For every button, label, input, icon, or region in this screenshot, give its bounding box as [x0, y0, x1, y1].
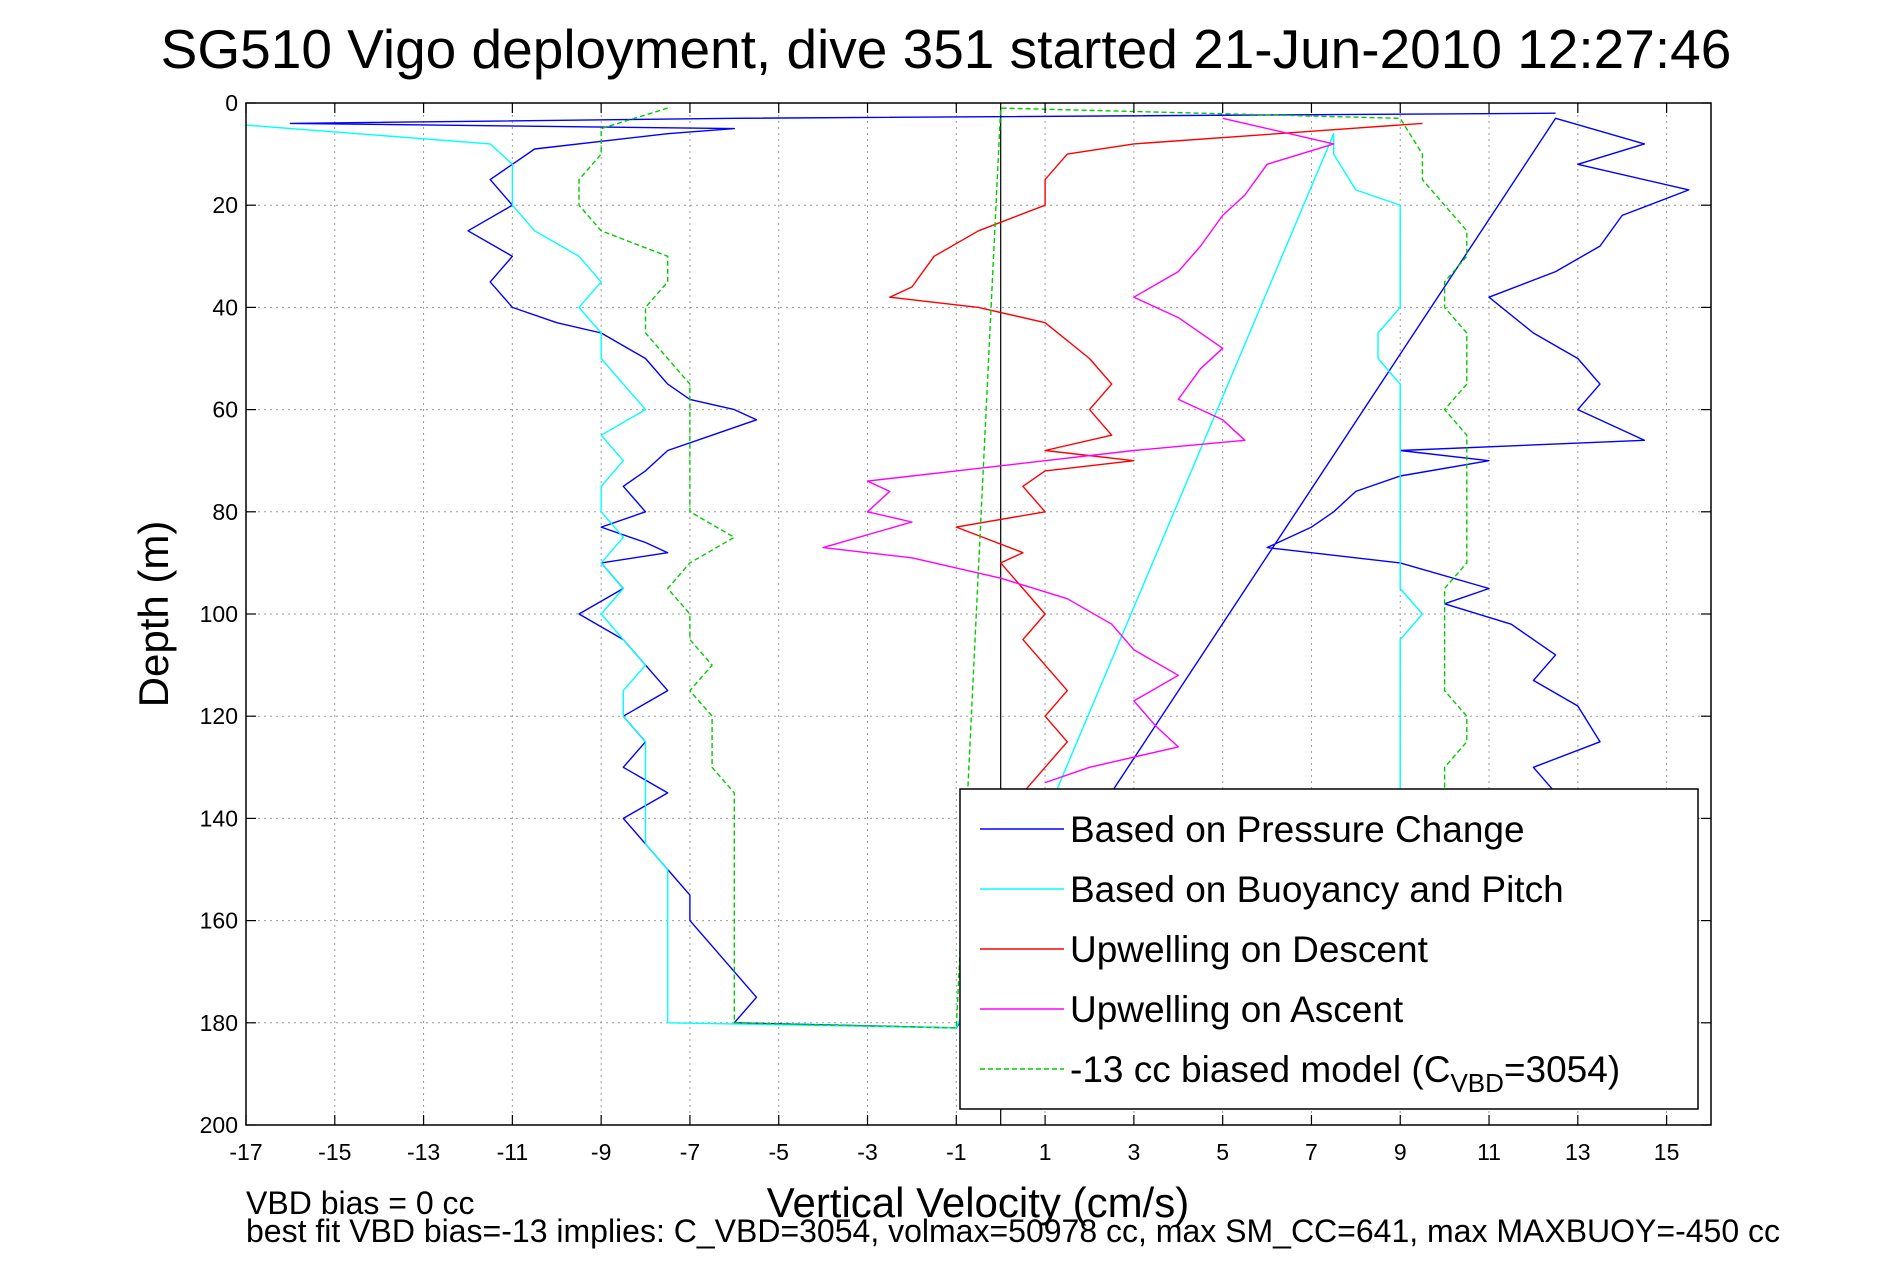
x-tick-label: -11	[497, 1139, 529, 1165]
x-tick-label: -9	[591, 1139, 611, 1165]
x-axis-label: Vertical Velocity (cm/s)	[767, 1179, 1189, 1226]
legend-label-3: Upwelling on Ascent	[1070, 989, 1404, 1030]
x-tick-label: -5	[769, 1139, 789, 1165]
series-line-0	[289, 112, 1690, 1029]
x-tick-label: -7	[680, 1139, 700, 1165]
x-tick-label: -15	[318, 1139, 351, 1165]
plot-series	[246, 103, 1690, 1125]
x-tick-label: -3	[857, 1139, 877, 1165]
y-tick-label: 120	[200, 703, 238, 729]
y-tick-label: 80	[212, 499, 238, 525]
series-line-1	[246, 124, 1424, 1029]
y-tick-label: 140	[200, 805, 238, 831]
legend-label-subscript: VBD	[1450, 1068, 1503, 1098]
legend-label-suffix: =3054)	[1504, 1049, 1620, 1090]
y-axis-label: Depth (m)	[130, 521, 177, 708]
footer-line-1: VBD bias = 0 cc	[246, 1185, 475, 1221]
y-tick-label: 20	[212, 192, 238, 218]
y-tick-label: 60	[212, 397, 238, 423]
x-tick-label: 1	[1039, 1139, 1052, 1165]
x-tick-label: -17	[229, 1139, 262, 1165]
y-tick-label: 180	[200, 1010, 238, 1036]
legend-label-1: Based on Buoyancy and Pitch	[1070, 869, 1564, 910]
series-line-3	[822, 117, 1335, 784]
legend-label-2: Upwelling on Descent	[1070, 929, 1429, 970]
legend-label-0: Based on Pressure Change	[1070, 809, 1525, 850]
series-line-4	[578, 107, 1468, 1029]
axis-ticks: -17 -15 -13 -11 -9 -7 -5 -3 -1 1 3 5 7 9 11 13 150204060…	[200, 90, 1711, 1165]
x-tick-label: 3	[1127, 1139, 1140, 1165]
x-tick-label: 15	[1654, 1139, 1680, 1165]
x-tick-label: 13	[1565, 1139, 1591, 1165]
x-tick-label: -13	[407, 1139, 440, 1165]
legend: Based on Pressure Change Based on Buoyanc…	[959, 788, 1699, 1110]
legend-label-4: -13 cc biased model (CVBD=3054)	[1070, 1049, 1620, 1098]
x-tick-label: 11	[1477, 1139, 1501, 1165]
y-tick-label: 0	[225, 90, 238, 116]
y-tick-label: 100	[200, 601, 238, 627]
y-tick-label: 40	[212, 294, 238, 320]
footer-line-2: best fit VBD bias=-13 implies: C_VBD=305…	[246, 1213, 1780, 1249]
x-tick-label: 9	[1394, 1139, 1407, 1165]
legend-box	[959, 788, 1699, 1110]
y-tick-label: 160	[200, 908, 238, 934]
y-tick-label: 200	[200, 1112, 238, 1138]
x-tick-label: 5	[1216, 1139, 1229, 1165]
x-tick-label: -1	[946, 1139, 966, 1165]
chart-title: SG510 Vigo deployment, dive 351 started …	[161, 18, 1732, 80]
legend-label-prefix: -13 cc biased model (C	[1070, 1049, 1450, 1090]
x-tick-label: 7	[1305, 1139, 1318, 1165]
